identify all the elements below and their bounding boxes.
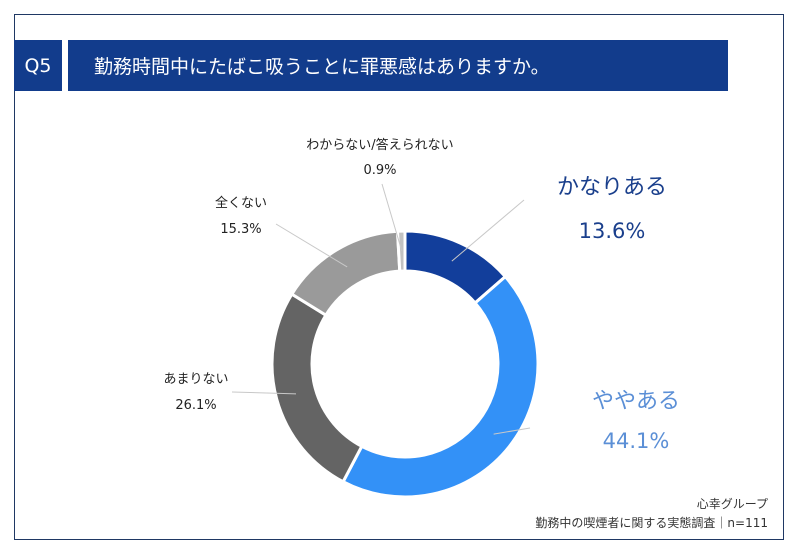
leader-line-3 <box>275 223 348 268</box>
donut-slices <box>270 229 540 499</box>
label-value-3: 15.3% <box>220 222 261 237</box>
source-survey: 勤務中の喫煙者に関する実態調査｜n=111 <box>535 516 768 530</box>
label-category-4: わからない/答えられない <box>306 137 453 153</box>
question-title: 勤務時間中にたばこ吸うことに罪悪感はありますか。 <box>68 40 728 91</box>
donut-slice-4 <box>395 229 407 273</box>
label-value-1: 44.1% <box>603 429 670 453</box>
label-category-0: かなりある <box>557 175 667 200</box>
leader-line-2 <box>231 391 297 395</box>
label-value-2: 26.1% <box>175 398 216 413</box>
leader-line-0 <box>451 199 525 262</box>
leader-lines <box>231 183 531 435</box>
question-badge: Q5 <box>14 40 62 91</box>
label-value-4: 0.9% <box>363 163 396 178</box>
leader-line-4 <box>381 183 403 252</box>
leader-line-1 <box>493 427 531 435</box>
source-org: 心幸グループ <box>696 497 768 511</box>
donut-slice-1 <box>341 274 540 499</box>
label-value-0: 13.6% <box>579 219 646 243</box>
label-category-1: ややある <box>592 389 680 414</box>
label-category-2: あまりない <box>163 372 228 387</box>
chart-frame <box>14 14 784 540</box>
label-category-3: 全くない <box>215 195 267 211</box>
donut-slice-2 <box>270 292 364 484</box>
